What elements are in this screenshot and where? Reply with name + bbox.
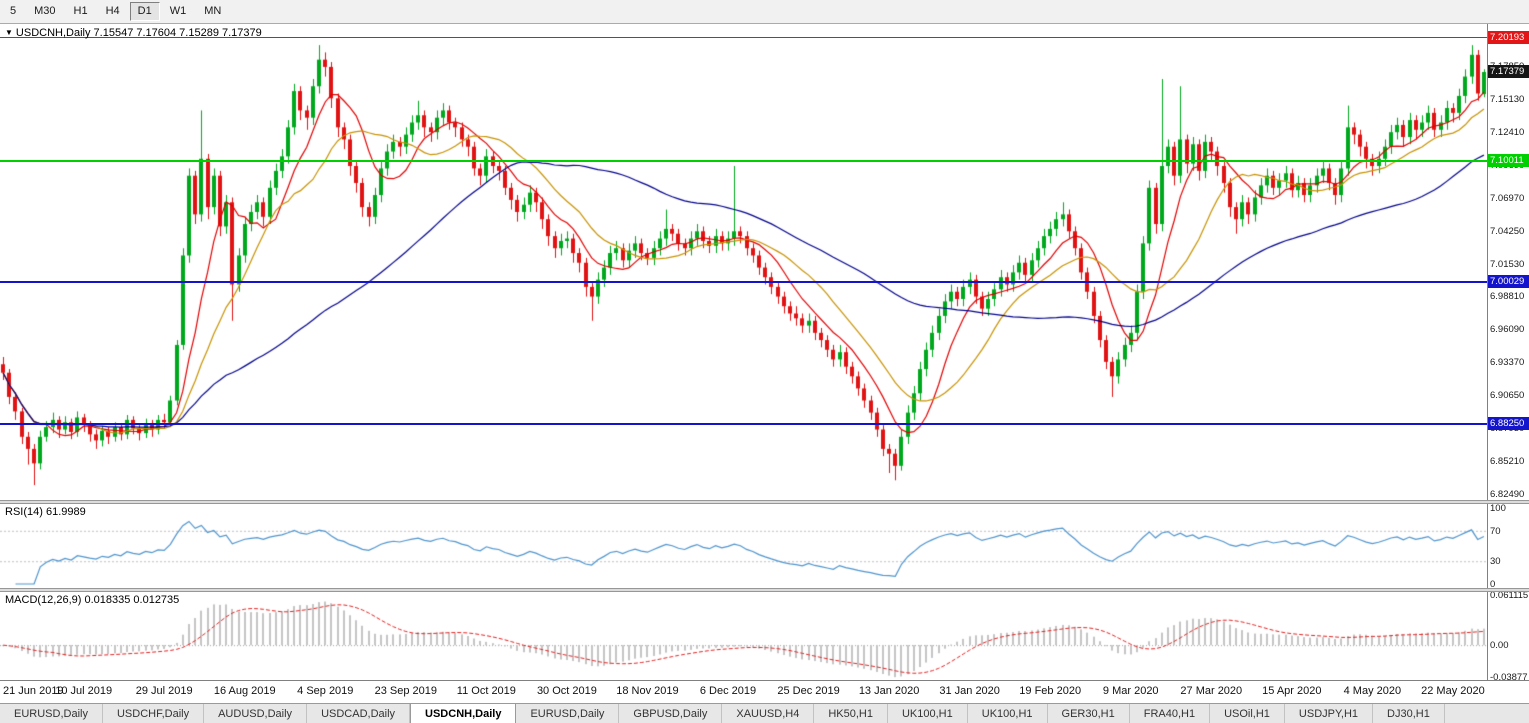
time-axis-label: 23 Sep 2019 [374, 685, 438, 697]
time-axis-label: 29 Jul 2019 [135, 685, 193, 697]
time-axis-label: 18 Nov 2019 [616, 685, 679, 697]
timeframe-button-D1[interactable]: D1 [129, 2, 160, 21]
price-axis-label: 6.96090 [1490, 324, 1525, 336]
time-axis-label: 13 Jan 2020 [858, 685, 920, 697]
chart-tab-uk100-h1[interactable]: UK100,H1 [968, 704, 1048, 723]
chart-header: ▼ USDCNH,Daily 7.15547 7.17604 7.15289 7.… [5, 27, 262, 39]
chart-tab-usdcnh-daily[interactable]: USDCNH,Daily [410, 704, 517, 723]
price-tag-7.10011: 7.10011 [1488, 154, 1529, 168]
chart-tabs-bar: EURUSD,Daily USDCHF,Daily AUDUSD,Daily USDC… [0, 703, 1529, 723]
chart-tab-dj30-h1[interactable]: DJ30,H1 [1373, 704, 1445, 723]
time-axis-label: 31 Jan 2020 [939, 685, 1000, 697]
macd-indicator-label: MACD(12,26,9) 0.018335 0.012735 [5, 594, 180, 606]
timeframe-button-5[interactable]: 5 [10, 5, 17, 17]
horizontal-line-7.10011[interactable] [0, 160, 1487, 163]
chart-tab-usdcad-daily[interactable]: USDCAD,Daily [307, 704, 411, 723]
price-chart-canvas[interactable] [0, 24, 1487, 500]
price-axis-label: 7.12410 [1490, 127, 1525, 139]
chart-tab-uk100-h1[interactable]: UK100,H1 [888, 704, 968, 723]
timeframe-button-H1[interactable]: H1 [73, 5, 88, 17]
price-axis-label: 7.04250 [1490, 225, 1525, 237]
macd-canvas[interactable] [0, 592, 1487, 680]
price-axis-label: 7.15130 [1490, 94, 1525, 106]
chart-workspace: ▼ USDCNH,Daily 7.15547 7.17604 7.15289 7.… [0, 24, 1529, 703]
price-axis[interactable]: 7.201937.100117.000296.882507.178507.151… [1487, 24, 1529, 683]
rsi-axis-label: 100 [1490, 503, 1506, 514]
time-axis-label: 19 Feb 2020 [1019, 685, 1082, 697]
macd-axis-label: 0.00 [1490, 640, 1509, 652]
rsi-canvas[interactable] [0, 504, 1487, 588]
chart-symbol-label: USDCNH,Daily [15, 27, 91, 39]
chart-tab-eurusd-daily[interactable]: EURUSD,Daily [516, 704, 620, 723]
rsi-axis-label: 30 [1490, 556, 1501, 568]
horizontal-line-7.20193[interactable] [0, 37, 1487, 39]
timeframe-button-M30[interactable]: M30 [34, 5, 56, 17]
pane-separator[interactable] [0, 500, 1529, 504]
chart-tab-audusd-daily[interactable]: AUDUSD,Daily [204, 704, 308, 723]
chart-tab-gbpusd-daily[interactable]: GBPUSD,Daily [619, 704, 723, 723]
rsi-axis-label: 0 [1490, 579, 1496, 590]
price-axis-label: 6.82490 [1490, 488, 1525, 500]
chart-ohlc-values: 7.15547 7.17604 7.15289 7.17379 [93, 27, 262, 39]
macd-pane: MACD(12,26,9) 0.018335 0.012735 [0, 592, 1487, 680]
rsi-axis-label: 70 [1490, 525, 1501, 537]
time-axis-label: 22 May 2020 [1421, 685, 1485, 697]
macd-axis-label: -0.03877 [1490, 671, 1528, 683]
chart-tab-xauusd-h4[interactable]: XAUUSD,H4 [722, 704, 815, 723]
price-axis-label: 6.98810 [1490, 291, 1525, 303]
time-axis-label: 10 Jul 2019 [55, 685, 113, 697]
time-axis-label: 21 Jun 2019 [3, 685, 64, 697]
time-axis-label: 4 Sep 2019 [297, 685, 354, 697]
chart-tab-fra40-h1[interactable]: FRA40,H1 [1130, 704, 1211, 723]
horizontal-line-7.00029[interactable] [0, 280, 1487, 283]
price-axis-label: 6.93370 [1490, 357, 1525, 369]
symbol-dropdown-icon[interactable]: ▼ [5, 28, 13, 37]
timeframe-button-MN[interactable]: MN [204, 5, 222, 17]
chart-tab-usdjpy-h1[interactable]: USDJPY,H1 [1285, 704, 1374, 723]
price-tag-7.00029: 7.00029 [1488, 274, 1529, 288]
price-axis-label: 6.90650 [1490, 390, 1525, 402]
time-axis-label: 16 Aug 2019 [213, 685, 276, 697]
time-axis[interactable]: 21 Jun 2019 10 Jul 2019 29 Jul 2019 16 Aug … [0, 680, 1529, 703]
time-axis-label: 11 Oct 2019 [456, 685, 516, 697]
pane-separator[interactable] [0, 588, 1529, 592]
price-tag-7.20193: 7.20193 [1488, 30, 1529, 44]
chart-tab-usdchf-daily[interactable]: USDCHF,Daily [103, 704, 205, 723]
rsi-indicator-label: RSI(14) 61.9989 [5, 506, 86, 518]
horizontal-line-6.88250[interactable] [0, 423, 1487, 426]
price-axis-label: 7.01530 [1490, 258, 1525, 270]
time-axis-label: 27 Mar 2020 [1180, 685, 1243, 697]
chart-tab-eurusd-daily[interactable]: EURUSD,Daily [0, 704, 103, 723]
time-axis-label: 6 Dec 2019 [699, 685, 757, 697]
chart-tab-hk50-h1[interactable]: HK50,H1 [814, 704, 888, 723]
timeframe-button-H4[interactable]: H4 [105, 5, 120, 17]
time-axis-label: 4 May 2020 [1343, 685, 1402, 697]
rsi-pane: RSI(14) 61.9989 [0, 504, 1487, 588]
time-axis-label: 9 Mar 2020 [1102, 685, 1159, 697]
time-axis-label: 30 Oct 2019 [536, 685, 597, 697]
timeframe-button-W1[interactable]: W1 [169, 5, 187, 17]
current-price-tag: 7.17379 [1488, 64, 1529, 78]
macd-axis-label: 0.061115 [1490, 589, 1529, 601]
price-axis-label: 6.85210 [1490, 455, 1525, 467]
chart-tab-ger30-h1[interactable]: GER30,H1 [1048, 704, 1130, 723]
price-tag-6.88250: 6.88250 [1488, 417, 1529, 431]
price-axis-label: 7.06970 [1490, 192, 1525, 204]
price-pane: ▼ USDCNH,Daily 7.15547 7.17604 7.15289 7.… [0, 24, 1487, 500]
time-axis-label: 15 Apr 2020 [1262, 685, 1322, 697]
timeframe-toolbar: 5 M30 H1 H4 D1 W1 MN [0, 0, 1529, 24]
chart-tab-usoil-h1[interactable]: USOil,H1 [1210, 704, 1285, 723]
time-axis-label: 25 Dec 2019 [777, 685, 840, 697]
